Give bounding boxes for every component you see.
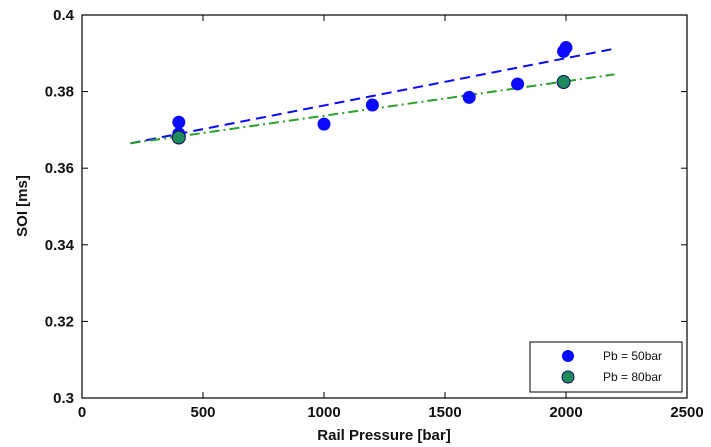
- y-axis-label: SOI [ms]: [14, 175, 31, 237]
- legend: Pb = 50bar Pb = 80bar: [529, 341, 683, 393]
- x-tick-label: 1500: [428, 404, 461, 421]
- y-tick-label: 0.32: [45, 313, 74, 330]
- legend-label-50bar: Pb = 50bar: [603, 349, 662, 363]
- data-point-series-0: [559, 41, 573, 55]
- data-point-series-0: [172, 115, 186, 129]
- legend-marker-50bar: [562, 350, 574, 362]
- x-tick-label: 2500: [670, 404, 703, 421]
- x-tick-label: 0: [78, 404, 86, 421]
- x-tick-label: 500: [190, 404, 215, 421]
- y-tick-label: 0.34: [45, 237, 75, 254]
- plot-frame: [81, 14, 688, 399]
- plot-area: [82, 15, 687, 398]
- ticks: 0 500 1000 1500 2000 2500 0.3 0.32 0.34 0.36 0.38 0…: [45, 7, 704, 421]
- legend-marker-80bar: [561, 370, 575, 384]
- x-tick-label: 1000: [307, 404, 340, 421]
- data-points: [171, 41, 573, 145]
- y-tick-label: 0.3: [53, 390, 74, 407]
- legend-label-80bar: Pb = 80bar: [603, 370, 662, 384]
- data-point-series-1: [556, 75, 571, 90]
- y-tick-label: 0.38: [45, 84, 74, 101]
- data-point-series-1: [171, 130, 186, 145]
- data-point-series-0: [511, 77, 525, 91]
- data-point-series-0: [365, 98, 379, 112]
- data-point-series-0: [462, 90, 476, 104]
- data-point-series-0: [317, 117, 331, 131]
- legend-box: [529, 341, 683, 393]
- fit-line-series-0: [130, 47, 615, 145]
- y-tick-label: 0.36: [45, 160, 74, 177]
- x-tick-label: 2000: [549, 404, 582, 421]
- x-axis-label: Rail Pressure [bar]: [317, 427, 450, 444]
- y-tick-label: 0.4: [53, 7, 75, 24]
